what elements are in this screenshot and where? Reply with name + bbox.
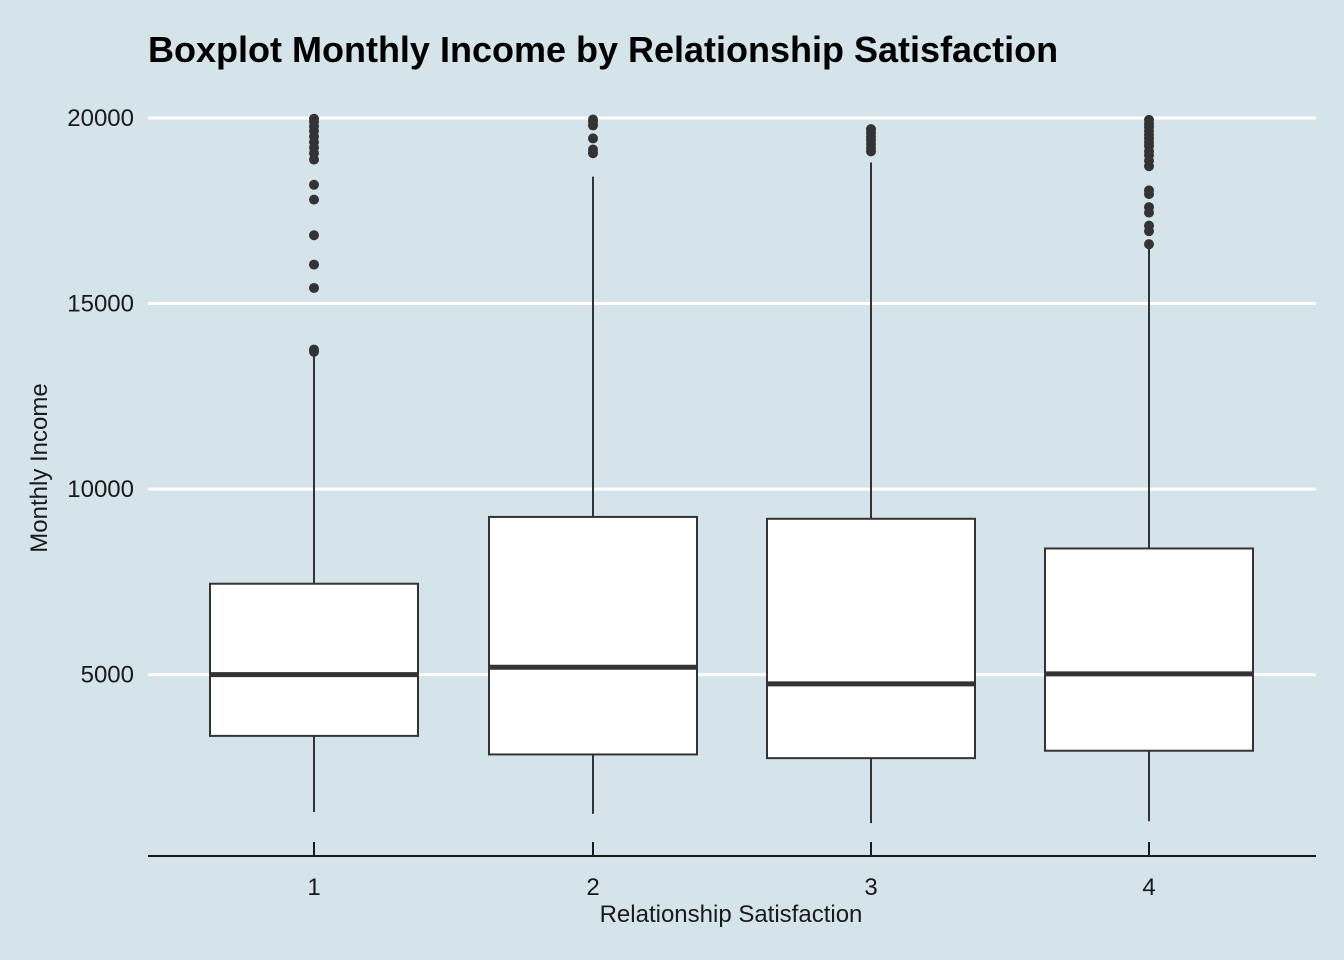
outlier-point [1144,239,1154,250]
box-group-3 [766,124,976,824]
x-tick-label: 2 [586,874,599,901]
outlier-point [1144,202,1154,213]
box-group-1 [209,113,419,812]
x-axis: 1 2 3 4 [148,842,1316,901]
outlier-point [1144,220,1154,231]
outlier-point [588,144,598,155]
outlier-point [588,114,598,125]
y-tick-label: 5000 [81,662,134,689]
outlier-point [309,282,319,293]
outlier-point [309,259,319,270]
boxes [209,113,1254,824]
iqr-box [209,582,419,737]
iqr-box [766,517,976,760]
outlier-point [1144,114,1154,125]
outlier-point [309,344,319,355]
y-axis-title: Monthly Income [26,383,53,552]
y-tick-label: 10000 [67,476,134,503]
iqr-box [1044,547,1254,752]
outlier-point [309,230,319,241]
y-axis-tick-labels: 5000 10000 15000 20000 [67,105,134,689]
x-tick-label: 1 [307,874,320,901]
y-tick-label: 20000 [67,105,134,132]
x-tick-label: 4 [1142,874,1155,901]
box-group-2 [488,114,698,814]
outlier-point [588,133,598,144]
x-tick-label: 3 [864,874,877,901]
y-tick-label: 15000 [67,291,134,318]
outlier-point [309,113,319,124]
chart-title: Boxplot Monthly Income by Relationship S… [148,29,1058,70]
x-axis-title: Relationship Satisfaction [600,901,863,928]
outlier-point [309,194,319,205]
box-group-4 [1044,114,1254,822]
outlier-point [1144,185,1154,196]
iqr-box [488,515,698,756]
outlier-point [866,124,876,135]
outlier-point [309,179,319,190]
